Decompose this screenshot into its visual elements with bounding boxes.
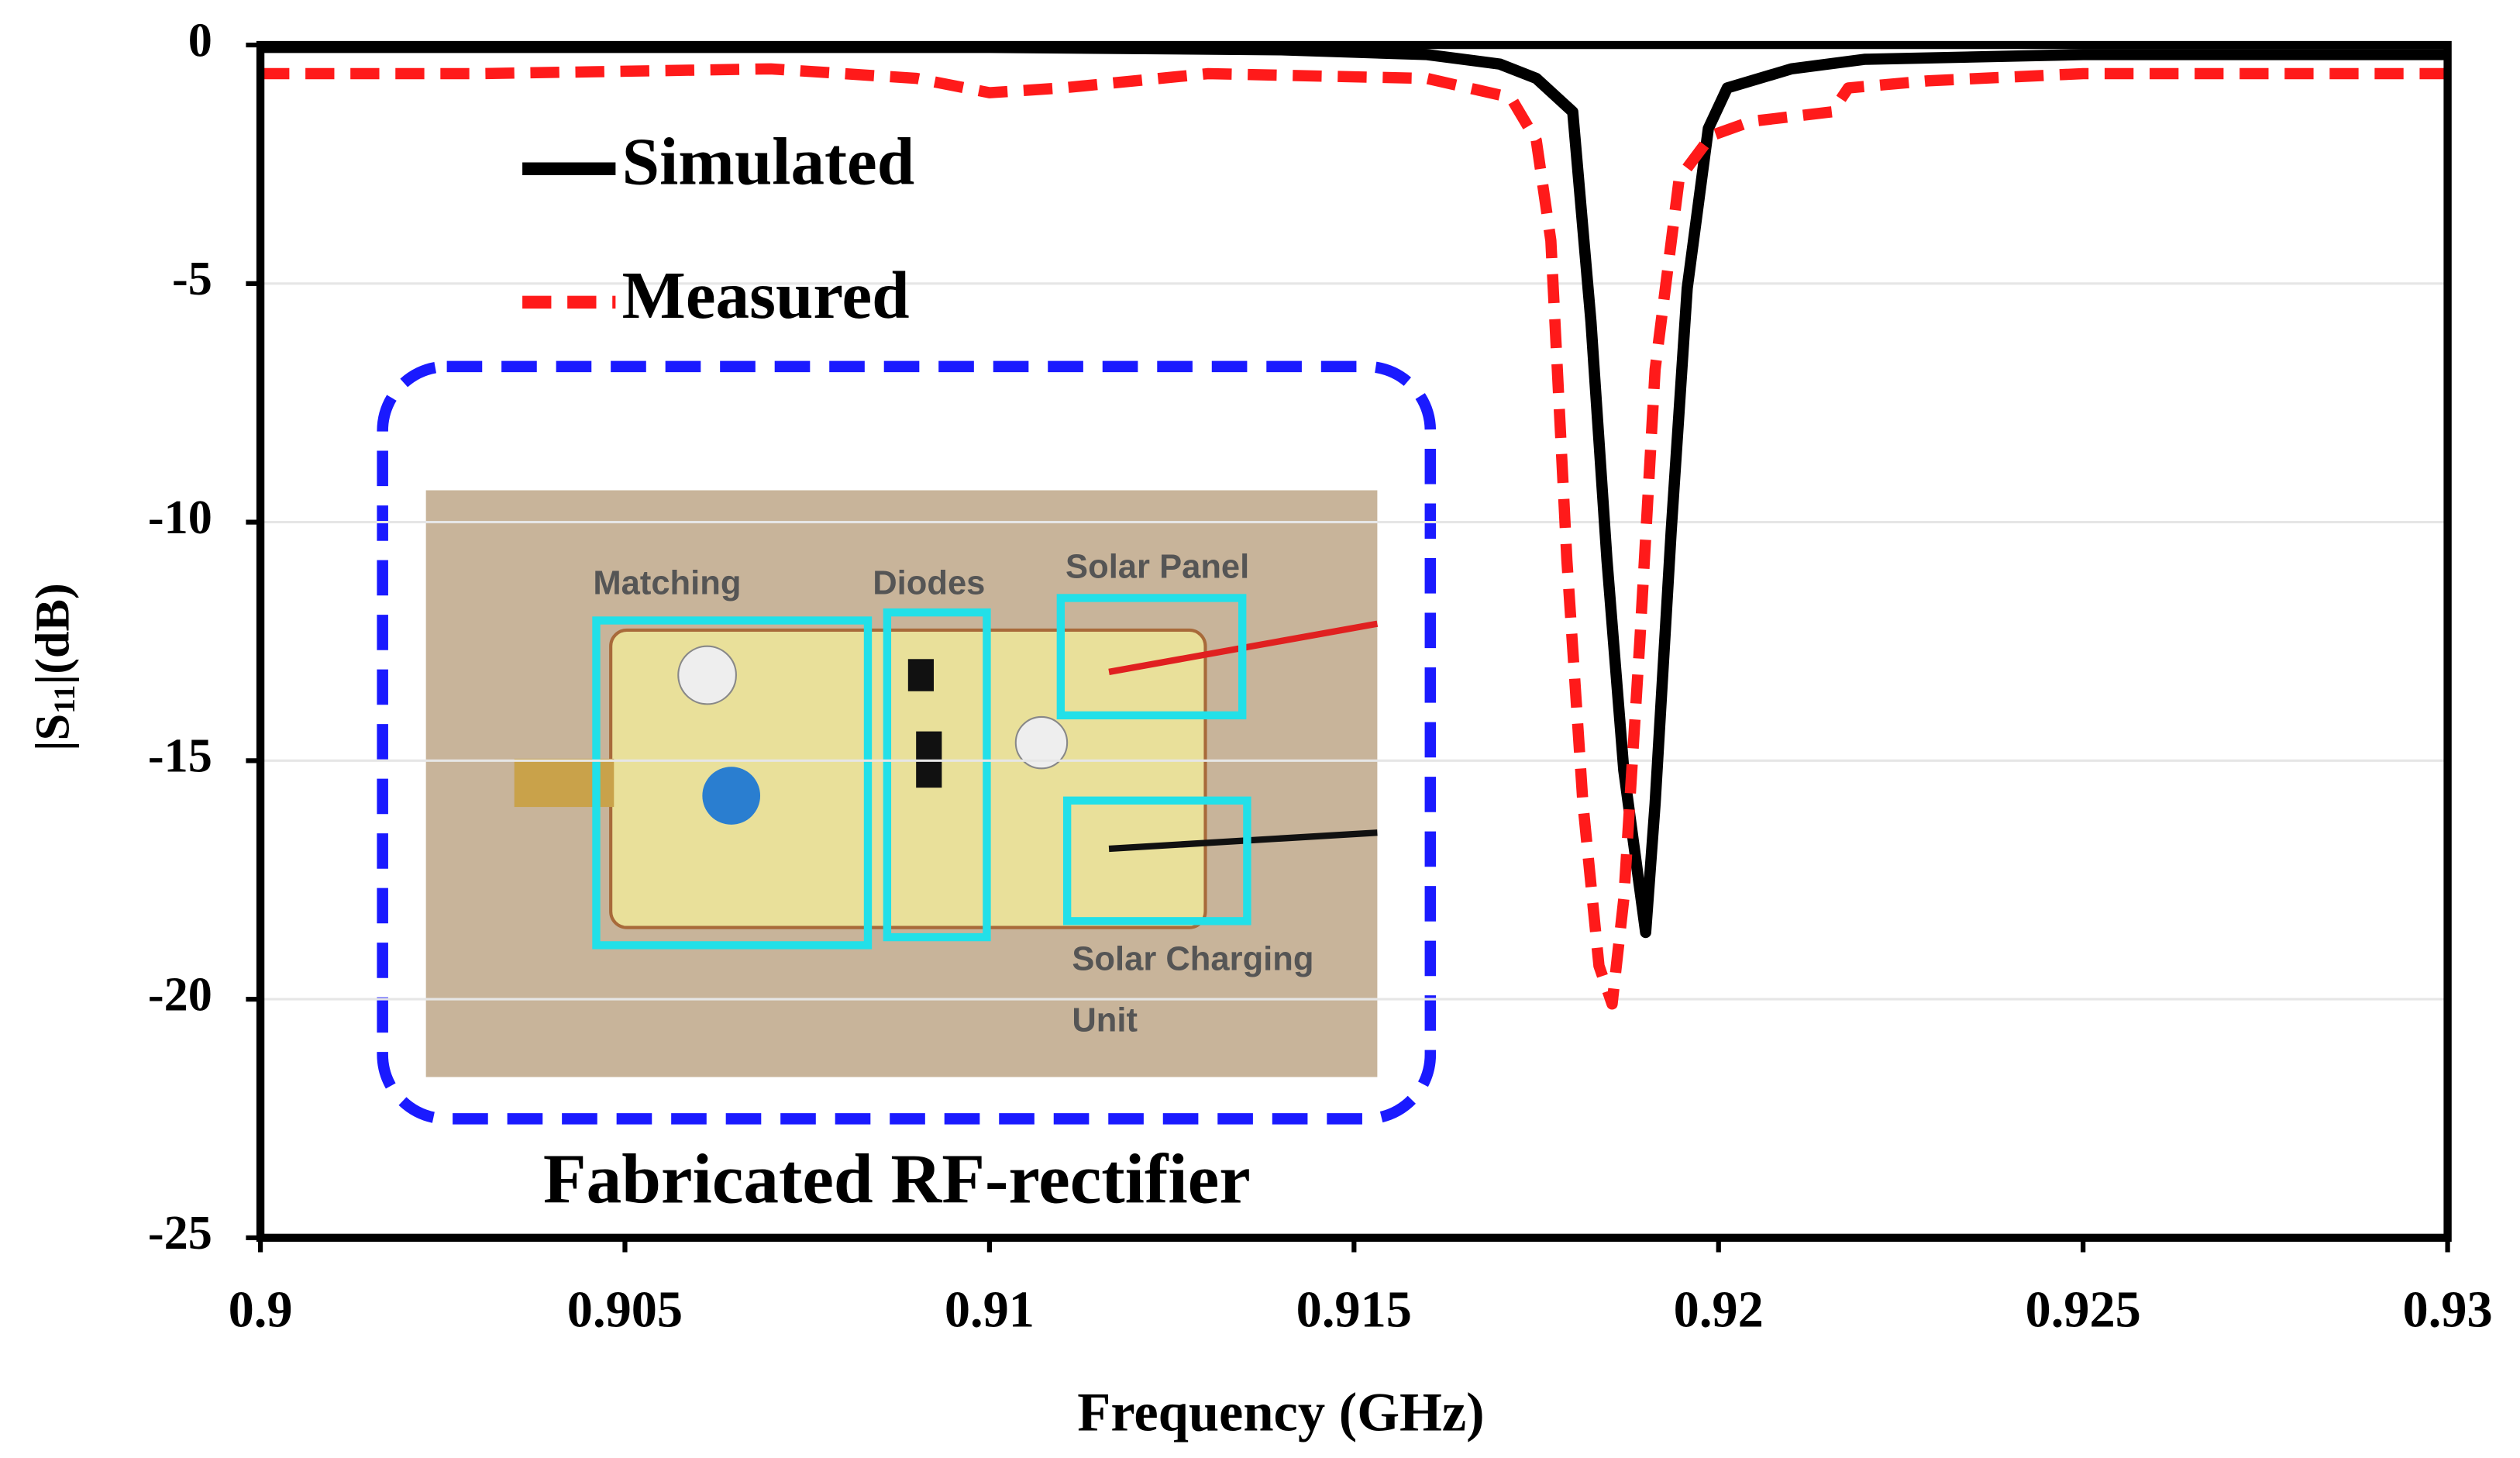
y-tick-label: -15 — [148, 730, 212, 783]
x-tick-label: 0.925 — [2026, 1282, 2141, 1339]
x-axis-label: Frequency (GHz) — [1077, 1382, 1484, 1442]
inset-frame — [377, 360, 1437, 1125]
legend-label: Simulated — [622, 124, 914, 199]
y-tick-label: -10 — [148, 491, 212, 544]
inset-caption: Fabricated RF-rectifier — [543, 1139, 1251, 1218]
x-tick-label: 0.92 — [1674, 1282, 1764, 1339]
y-tick-label: -5 — [172, 253, 212, 305]
data-line — [260, 41, 2448, 939]
y-axis-label: |S11|(dB) — [27, 583, 81, 751]
data-line — [260, 63, 2448, 1010]
photo-label: Solar Panel — [1065, 549, 1249, 586]
x-tick-label: 0.9 — [229, 1282, 293, 1339]
highlight-boxes — [592, 594, 1251, 950]
x-tick-label: 0.91 — [945, 1282, 1035, 1339]
diode — [907, 659, 935, 691]
photo-label: Matching — [593, 564, 741, 601]
y-tick-label: 0 — [188, 14, 212, 67]
trimmer — [677, 645, 737, 705]
x-tick-label: 0.915 — [1296, 1282, 1412, 1339]
y-tick-label: -20 — [148, 968, 212, 1021]
photo-label: Diodes — [873, 564, 985, 601]
trimmer — [702, 767, 761, 825]
trimmer — [1014, 715, 1069, 770]
y-tick-label: -25 — [148, 1207, 212, 1260]
legend-label: Measured — [622, 257, 910, 333]
x-tick-label: 0.905 — [567, 1282, 683, 1339]
x-tick-label: 0.93 — [2403, 1282, 2493, 1339]
photo-label: Unit — [1072, 1001, 1138, 1039]
photo-label: Solar Charging — [1072, 941, 1313, 978]
plot-frame — [256, 40, 2452, 1243]
